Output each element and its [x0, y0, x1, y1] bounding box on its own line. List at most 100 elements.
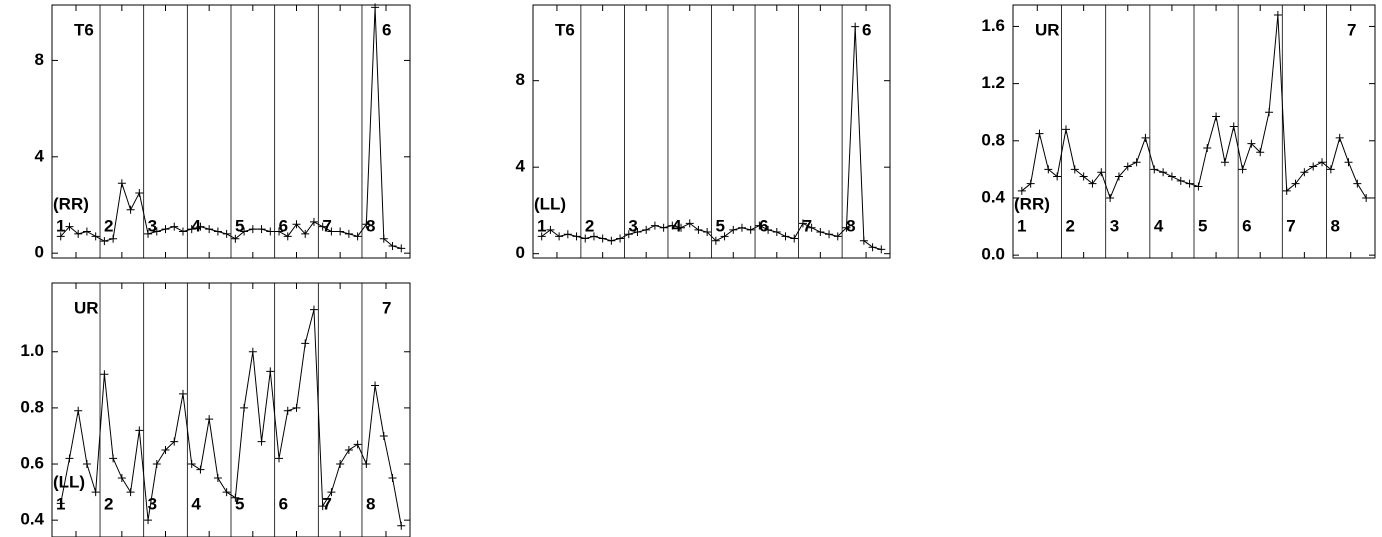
- data-point: [82, 460, 91, 469]
- data-point: [720, 232, 729, 241]
- data-point: [790, 234, 799, 243]
- data-point: [388, 241, 397, 250]
- segment-label: 4: [1154, 216, 1164, 235]
- segment-label: 1: [537, 216, 546, 235]
- data-point: [318, 222, 327, 231]
- data-point: [283, 232, 292, 241]
- data-point: [737, 223, 746, 232]
- data-point: [633, 228, 642, 237]
- data-point: [1123, 162, 1132, 171]
- data-point: [65, 454, 74, 463]
- data-point: [126, 488, 135, 497]
- data-point: [240, 227, 249, 236]
- data-point: [275, 227, 284, 236]
- y-tick-label: 8: [516, 70, 525, 89]
- data-point: [231, 493, 240, 502]
- segment-label: 8: [366, 216, 375, 235]
- y-tick-label: 0.6: [20, 454, 44, 473]
- data-line: [541, 26, 882, 250]
- panel-number: 7: [1347, 20, 1356, 39]
- data-point: [711, 236, 720, 245]
- data-point: [668, 221, 677, 230]
- data-point: [642, 225, 651, 234]
- data-point: [555, 232, 564, 241]
- data-point: [1185, 179, 1194, 188]
- segment-label: 1: [1017, 216, 1026, 235]
- data-point: [659, 223, 668, 232]
- data-point: [729, 225, 738, 234]
- segment-label: 5: [235, 216, 244, 235]
- data-point: [589, 232, 598, 241]
- segment-label: 3: [628, 216, 637, 235]
- data-point: [379, 234, 388, 243]
- data-point: [537, 232, 546, 241]
- data-point: [1309, 162, 1318, 171]
- data-point: [388, 474, 397, 483]
- data-point: [266, 227, 275, 236]
- data-point: [677, 223, 686, 232]
- data-point: [170, 222, 179, 231]
- data-point: [213, 227, 222, 236]
- data-point: [1176, 176, 1185, 185]
- data-point: [1070, 165, 1079, 174]
- y-tick-label: 0.0: [981, 245, 1005, 264]
- data-point: [807, 223, 816, 232]
- data-point: [362, 460, 371, 469]
- segment-label: 1: [56, 216, 65, 235]
- data-point: [126, 205, 135, 214]
- data-point: [833, 232, 842, 241]
- data-point: [56, 499, 65, 508]
- data-point: [222, 488, 231, 497]
- data-point: [1282, 186, 1291, 195]
- data-point: [135, 188, 144, 197]
- y-tick-label: 0.8: [981, 130, 1005, 149]
- segment-label: 7: [322, 494, 331, 513]
- data-point: [1203, 143, 1212, 152]
- data-point: [248, 225, 257, 234]
- y-tick-label: 4: [516, 157, 526, 176]
- data-point: [842, 223, 851, 232]
- data-point: [816, 228, 825, 237]
- data-point: [135, 426, 144, 435]
- data-point: [572, 232, 581, 241]
- data-point: [82, 227, 91, 236]
- data-point: [152, 227, 161, 236]
- data-point: [581, 234, 590, 243]
- data-point: [100, 237, 109, 246]
- data-point: [56, 232, 65, 241]
- segment-label: 5: [1198, 216, 1207, 235]
- data-point: [1132, 158, 1141, 167]
- data-point: [616, 234, 625, 243]
- data-point: [746, 225, 755, 234]
- side-label: (LL): [534, 194, 566, 213]
- data-point: [205, 225, 214, 234]
- data-point: [1194, 182, 1203, 191]
- data-point: [266, 367, 275, 376]
- y-tick-label: 0.4: [981, 187, 1005, 206]
- segment-label: 2: [104, 216, 113, 235]
- data-point: [178, 227, 187, 236]
- data-point: [397, 244, 406, 253]
- data-point: [152, 460, 161, 469]
- data-point: [257, 225, 266, 234]
- y-tick-label: 0.8: [20, 397, 44, 416]
- data-point: [301, 339, 310, 348]
- segment-label: 2: [585, 216, 594, 235]
- data-point: [1326, 165, 1335, 174]
- y-tick-label: 1.6: [981, 16, 1005, 35]
- data-point: [91, 232, 100, 241]
- data-point: [170, 437, 179, 446]
- data-point: [1167, 172, 1176, 181]
- data-line: [1021, 14, 1367, 200]
- data-point: [379, 431, 388, 440]
- data-point: [222, 229, 231, 238]
- side-label: (RR): [53, 194, 89, 213]
- data-point: [353, 232, 362, 241]
- data-point: [371, 3, 380, 12]
- data-point: [1229, 122, 1238, 131]
- data-point: [144, 516, 153, 525]
- data-line: [60, 309, 402, 526]
- data-point: [772, 228, 781, 237]
- data-point: [187, 460, 196, 469]
